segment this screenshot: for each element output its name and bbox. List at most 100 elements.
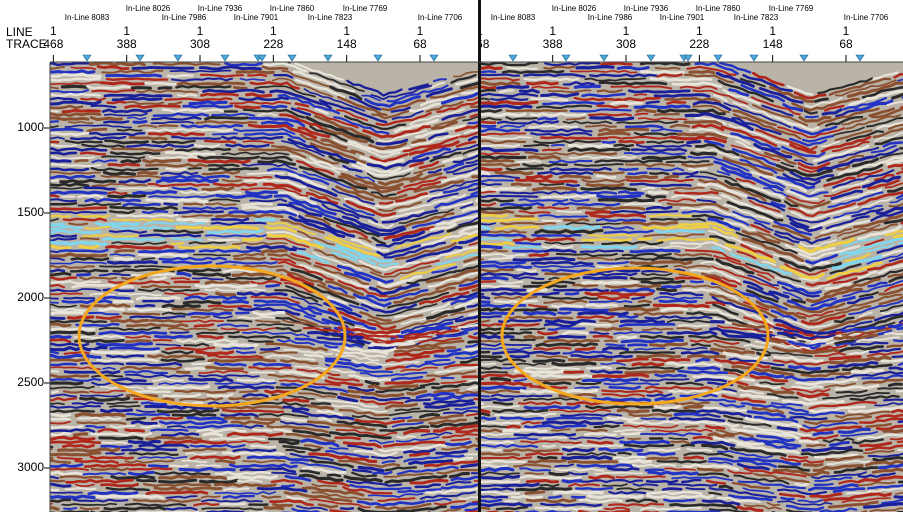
seismic-trace	[190, 102, 226, 104]
seismic-trace	[490, 309, 556, 311]
seismic-trace	[591, 117, 633, 119]
seismic-trace	[173, 414, 215, 416]
seismic-trace	[262, 251, 286, 253]
seismic-trace	[587, 184, 623, 186]
seismic-trace	[89, 492, 137, 494]
seismic-trace	[213, 134, 237, 135]
seismic-trace	[685, 457, 703, 458]
seismic-right	[471, 59, 903, 512]
seismic-trace	[517, 488, 571, 490]
seismic-trace	[503, 71, 563, 73]
line-number: 1	[270, 24, 277, 38]
seismic-trace	[102, 442, 126, 443]
seismic-trace	[102, 410, 132, 412]
seismic-trace	[569, 461, 617, 462]
seismic-trace	[647, 481, 677, 483]
seismic-trace	[67, 480, 133, 482]
seismic-trace	[560, 176, 590, 178]
seismic-trace	[654, 305, 708, 307]
seismic-trace	[554, 492, 602, 494]
seismic-trace	[136, 305, 154, 306]
seismic-trace	[209, 359, 275, 361]
seismic-trace	[807, 445, 825, 446]
seismic-trace	[492, 379, 510, 381]
seismic-trace	[107, 79, 167, 80]
seismic-trace	[284, 400, 308, 402]
seismic-trace	[217, 293, 235, 295]
seismic-trace	[618, 337, 636, 339]
seismic-trace	[608, 468, 638, 470]
seismic-trace	[542, 270, 590, 272]
seismic-trace	[138, 172, 156, 173]
seismic-trace	[175, 211, 223, 213]
seismic-trace	[123, 313, 159, 314]
seismic-trace	[90, 133, 144, 135]
seismic-trace	[80, 246, 98, 248]
line-number: 1	[123, 24, 130, 38]
seismic-trace	[75, 340, 123, 342]
seismic-trace	[79, 195, 103, 197]
seismic-trace	[590, 75, 656, 77]
seismic-trace	[525, 313, 555, 315]
seismic-trace	[147, 437, 201, 439]
seismic-trace	[592, 371, 622, 373]
seismic-trace	[85, 188, 115, 190]
seismic-trace	[664, 500, 694, 501]
seismic-trace	[576, 348, 594, 350]
seismic-trace	[506, 317, 572, 319]
seismic-trace	[618, 67, 648, 69]
line-number: 1	[50, 24, 57, 38]
inline-label: In-Line 7823	[308, 13, 353, 22]
seismic-trace	[599, 133, 629, 135]
seismic-trace	[622, 433, 640, 434]
seismic-trace	[537, 344, 597, 346]
seismic-trace	[312, 403, 330, 404]
seismic-trace	[567, 185, 579, 186]
seismic-trace	[538, 457, 556, 459]
seismic-trace	[524, 145, 548, 146]
seismic-trace	[539, 332, 557, 334]
seismic-trace	[540, 184, 564, 185]
seismic-trace	[122, 449, 176, 451]
seismic-trace	[66, 141, 102, 143]
seismic-trace	[208, 239, 238, 240]
seismic-trace	[572, 356, 632, 358]
seismic-trace	[282, 485, 294, 486]
seismic-trace	[512, 184, 530, 185]
seismic-trace	[105, 173, 135, 175]
seismic-trace	[86, 199, 140, 201]
seismic-trace	[620, 461, 650, 463]
seismic-trace	[150, 320, 180, 322]
seismic-trace	[156, 336, 192, 338]
seismic-trace	[650, 173, 668, 174]
seismic-trace	[540, 383, 570, 385]
seismic-trace	[599, 200, 653, 201]
seismic-trace	[550, 473, 568, 474]
seismic-trace	[679, 325, 709, 326]
seismic-trace	[532, 235, 580, 236]
seismic-trace	[515, 434, 575, 436]
seismic-trace	[181, 320, 223, 322]
seismic-left	[40, 59, 543, 512]
seismic-trace	[209, 306, 251, 307]
seismic-trace	[653, 359, 689, 361]
seismic-trace	[534, 188, 576, 190]
seismic-trace	[620, 352, 674, 353]
seismic-trace	[628, 439, 640, 440]
seismic-trace	[265, 508, 283, 509]
inline-label: In-Line 7936	[624, 4, 669, 13]
seismic-trace	[526, 492, 544, 494]
seismic-trace	[411, 454, 429, 456]
seismic-trace	[582, 188, 636, 190]
seismic-trace	[622, 340, 682, 342]
seismic-trace	[639, 239, 651, 240]
seismic-trace	[507, 110, 567, 111]
seismic-trace	[171, 332, 189, 333]
seismic-trace	[215, 344, 257, 346]
seismic-trace	[254, 430, 272, 431]
seismic-trace	[610, 309, 658, 311]
seismic-trace	[610, 387, 640, 389]
seismic-trace	[65, 372, 119, 374]
seismic-trace	[157, 180, 217, 182]
seismic-trace	[97, 344, 151, 346]
